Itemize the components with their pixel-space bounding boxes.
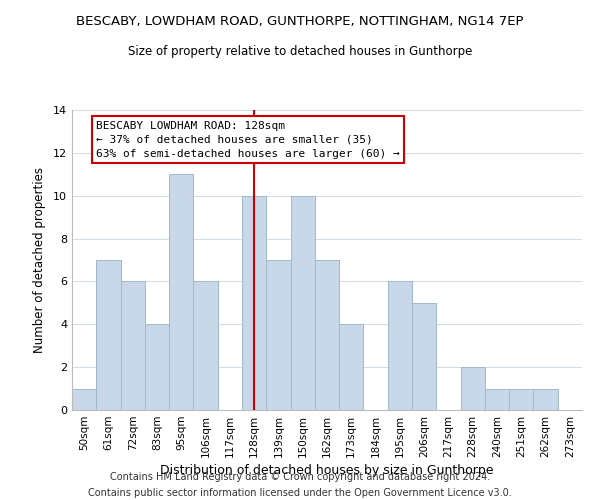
Bar — [72, 388, 96, 410]
Bar — [509, 388, 533, 410]
Text: Contains HM Land Registry data © Crown copyright and database right 2024.: Contains HM Land Registry data © Crown c… — [110, 472, 490, 482]
Bar — [266, 260, 290, 410]
Bar — [339, 324, 364, 410]
Text: BESCABY, LOWDHAM ROAD, GUNTHORPE, NOTTINGHAM, NG14 7EP: BESCABY, LOWDHAM ROAD, GUNTHORPE, NOTTIN… — [76, 15, 524, 28]
Bar — [315, 260, 339, 410]
Bar — [388, 282, 412, 410]
Bar — [290, 196, 315, 410]
Bar — [145, 324, 169, 410]
Bar — [169, 174, 193, 410]
Bar — [96, 260, 121, 410]
Text: Size of property relative to detached houses in Gunthorpe: Size of property relative to detached ho… — [128, 45, 472, 58]
Y-axis label: Number of detached properties: Number of detached properties — [33, 167, 46, 353]
Bar — [242, 196, 266, 410]
Text: Contains public sector information licensed under the Open Government Licence v3: Contains public sector information licen… — [88, 488, 512, 498]
Bar — [461, 367, 485, 410]
X-axis label: Distribution of detached houses by size in Gunthorpe: Distribution of detached houses by size … — [160, 464, 494, 477]
Bar — [121, 282, 145, 410]
Bar — [193, 282, 218, 410]
Bar — [412, 303, 436, 410]
Bar — [533, 388, 558, 410]
Bar — [485, 388, 509, 410]
Text: BESCABY LOWDHAM ROAD: 128sqm
← 37% of detached houses are smaller (35)
63% of se: BESCABY LOWDHAM ROAD: 128sqm ← 37% of de… — [96, 120, 400, 158]
